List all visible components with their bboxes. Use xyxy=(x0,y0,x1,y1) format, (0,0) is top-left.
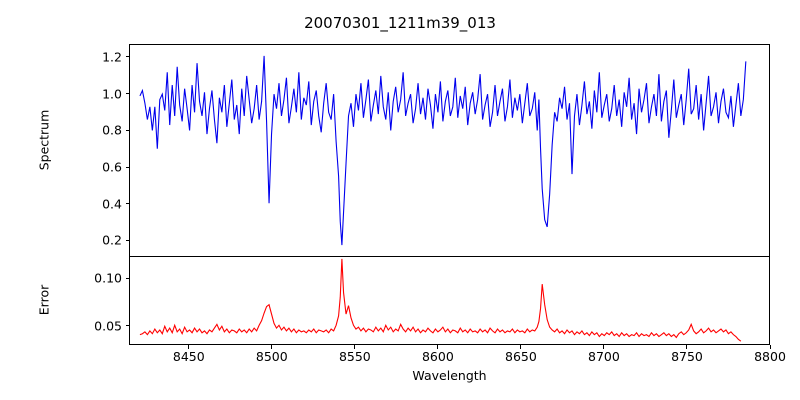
x-tick-mark xyxy=(188,345,190,349)
chart-title: 20070301_1211m39_013 xyxy=(304,14,496,32)
x-tick-label: 8700 xyxy=(588,349,620,364)
y-tick-mark xyxy=(125,239,129,241)
x-tick-label: 8550 xyxy=(338,349,371,364)
y-tick-mark xyxy=(125,93,129,95)
y-tick-label: 0.05 xyxy=(94,318,122,334)
y-tick-mark xyxy=(125,325,129,327)
x-tick-label: 8500 xyxy=(255,349,288,364)
x-tick-label: 8750 xyxy=(671,349,703,364)
y-tick-mark xyxy=(125,203,129,205)
x-axis-label: Wavelength xyxy=(412,368,487,383)
y-tick-label: 0.4 xyxy=(102,196,122,212)
y-tick-label: 1.2 xyxy=(102,49,122,65)
y-tick-label: 0.2 xyxy=(102,232,122,248)
x-tick-mark xyxy=(271,345,273,349)
y-tick-label: 0.6 xyxy=(102,159,122,175)
x-tick-mark xyxy=(520,345,522,349)
error-plot-panel xyxy=(129,256,770,345)
y-tick-mark xyxy=(125,166,129,168)
y-tick-mark xyxy=(125,129,129,131)
y-tick-label: 0.10 xyxy=(94,270,122,286)
x-tick-mark xyxy=(603,345,605,349)
y-tick-label: 1.0 xyxy=(102,86,122,102)
y-tick-mark xyxy=(125,277,129,279)
y-axis-label-spectrum: Spectrum xyxy=(36,109,52,171)
x-tick-mark xyxy=(769,345,771,349)
error-line-series xyxy=(130,257,769,344)
x-tick-mark xyxy=(437,345,439,349)
x-tick-mark xyxy=(686,345,688,349)
x-tick-label: 8600 xyxy=(421,349,454,364)
y-tick-mark xyxy=(125,56,129,58)
y-tick-label: 0.8 xyxy=(102,122,122,138)
x-tick-mark xyxy=(354,345,356,349)
x-tick-label: 8650 xyxy=(505,349,537,364)
y-axis-label-error: Error xyxy=(36,284,52,316)
spectrum-line-series xyxy=(130,45,769,256)
spectrum-plot-panel xyxy=(129,44,770,257)
x-tick-label: 8450 xyxy=(172,349,205,364)
x-tick-label: 8800 xyxy=(754,349,786,364)
